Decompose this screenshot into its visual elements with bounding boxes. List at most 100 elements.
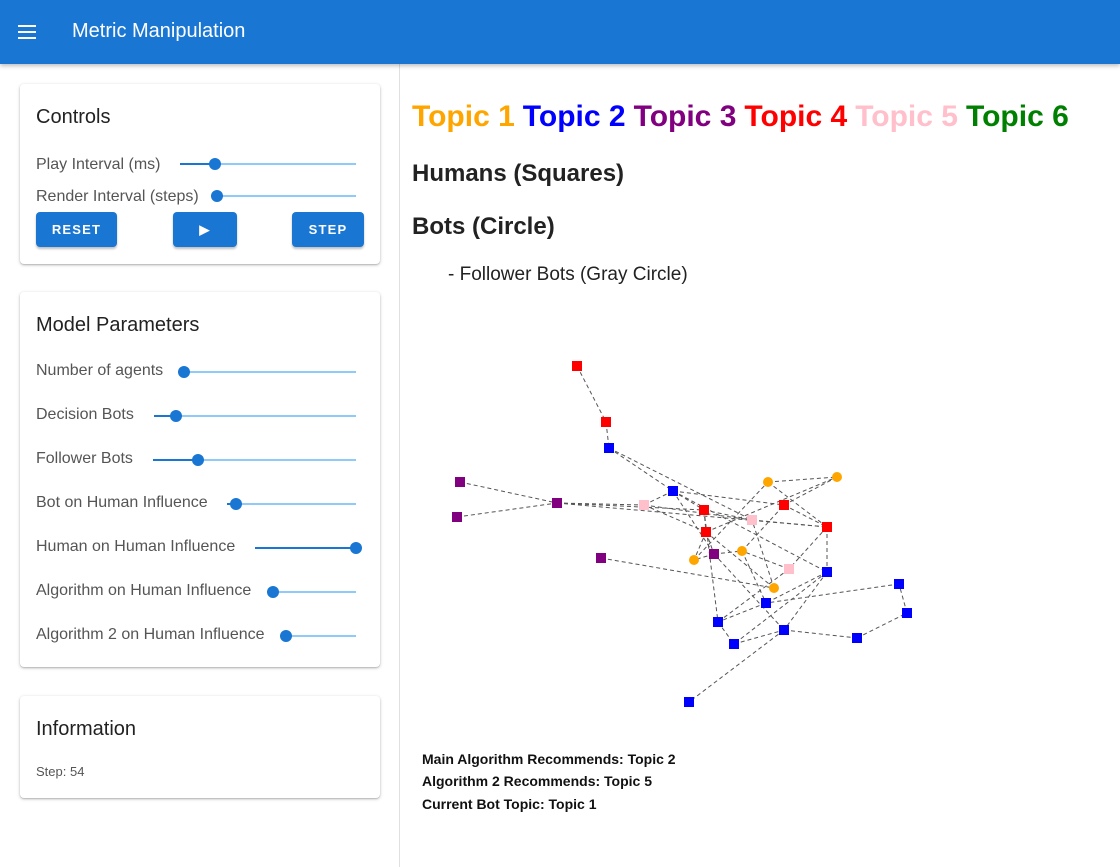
bot-on-human-influence-slider[interactable] [227, 497, 356, 511]
network-edge [672, 490, 715, 555]
slider-thumb[interactable] [350, 542, 362, 554]
network-edge [788, 526, 828, 570]
human-node [639, 500, 649, 510]
network-edge [703, 509, 753, 521]
slider-thumb[interactable] [209, 158, 222, 170]
human-node [902, 608, 912, 618]
network-edge [898, 583, 908, 614]
network-edge [693, 531, 707, 561]
sidebar: Controls Play Interval (ms) Render Inter… [0, 64, 400, 867]
humans-legend: Humans (Squares) [412, 160, 625, 187]
human-node [894, 579, 904, 589]
topic-label: Topic 5 [855, 100, 958, 133]
network-edge [783, 476, 838, 506]
number-of-agents-label: Number of agents [36, 362, 164, 379]
render-interval-slider[interactable] [211, 189, 356, 203]
network-edge [459, 481, 558, 504]
slider-thumb[interactable] [170, 410, 183, 422]
controls-title: Controls [36, 106, 111, 128]
algorithm-2-on-human-influence-slider[interactable] [280, 629, 356, 643]
network-edge [456, 502, 558, 518]
human-node [784, 564, 794, 574]
topic-label: Topic 2 [522, 100, 626, 133]
human-node [596, 553, 606, 563]
play-button[interactable]: ▶ [173, 212, 237, 247]
human-node [684, 697, 694, 707]
network-edge [783, 629, 858, 639]
human-node [779, 625, 789, 635]
network-edge [608, 447, 674, 492]
decision-bots-label: Decision Bots [36, 406, 134, 423]
human-node [701, 527, 711, 537]
network-edge [703, 509, 719, 623]
bot-node [769, 583, 779, 593]
slider-thumb[interactable] [211, 190, 223, 202]
model-parameters-title: Model Parameters [36, 314, 200, 336]
human-node [452, 512, 462, 522]
network-edge [643, 504, 707, 533]
network-edge [705, 476, 838, 533]
step-button[interactable]: STEP [292, 212, 364, 247]
app-bar: Metric Manipulation [0, 0, 1120, 64]
play-interval-slider[interactable] [180, 157, 356, 171]
network-edge [765, 571, 828, 604]
bot-on-human-influence-label: Bot on Human Influence [36, 494, 208, 511]
main-algorithm-recommendation: Main Algorithm Recommends: Topic 2 [422, 751, 676, 767]
human-node [699, 505, 709, 515]
algorithm-on-human-influence-slider[interactable] [267, 585, 356, 599]
topic-label: Topic 6 [965, 100, 1069, 133]
human-node [852, 633, 862, 643]
slider-thumb[interactable] [191, 454, 204, 466]
network-edge [765, 583, 900, 604]
algorithm-2-on-human-influence-label: Algorithm 2 on Human Influence [36, 626, 265, 643]
human-node [822, 522, 832, 532]
slider-thumb[interactable] [267, 586, 279, 598]
number-of-agents-slider[interactable] [178, 365, 356, 379]
bot-node [689, 555, 699, 565]
decision-bots-slider[interactable] [154, 409, 356, 423]
network-edge [576, 365, 607, 423]
human-on-human-influence-slider[interactable] [255, 541, 362, 555]
network-edge [741, 550, 767, 604]
network-edge [717, 602, 767, 623]
bot-node [737, 546, 747, 556]
human-node [709, 549, 719, 559]
network-edge [783, 504, 828, 528]
network-edge [751, 519, 828, 528]
network-edge [672, 490, 828, 573]
network-edge [643, 490, 674, 506]
human-node [779, 500, 789, 510]
human-node [455, 477, 465, 487]
network-edge [693, 481, 769, 561]
follower-bots-legend: - Follower Bots (Gray Circle) [448, 264, 688, 285]
current-bot-topic: Current Bot Topic: Topic 1 [422, 796, 597, 812]
network-edge [733, 571, 828, 645]
agent-network-graph [452, 361, 912, 707]
topic-label: Topic 4 [744, 100, 848, 133]
reset-button[interactable]: RESET [36, 212, 117, 247]
menu-icon[interactable] [14, 18, 42, 46]
controls-card: Controls Play Interval (ms) Render Inter… [20, 84, 380, 264]
network-edge [608, 447, 753, 521]
human-node [572, 361, 582, 371]
human-node [604, 443, 614, 453]
human-node [552, 498, 562, 508]
human-node [747, 515, 757, 525]
bot-node [832, 472, 842, 482]
topic-label: Topic 3 [633, 100, 737, 133]
information-title: Information [36, 718, 137, 740]
network-edge [767, 476, 838, 483]
slider-thumb[interactable] [230, 498, 243, 510]
step-counter: Step: 54 [36, 764, 85, 779]
network-edge [556, 502, 705, 511]
human-node [601, 417, 611, 427]
follower-bots-slider[interactable] [153, 453, 356, 467]
slider-thumb[interactable] [178, 366, 190, 378]
topic-legend: Topic 1 Topic 2 Topic 3 Topic 4 Topic 5 Topic… [412, 100, 1077, 134]
slider-thumb[interactable] [280, 630, 292, 642]
model-parameters-card: Model Parameters Number of agents Decisi… [20, 292, 380, 667]
human-node [713, 617, 723, 627]
human-node [761, 598, 771, 608]
network-edge [767, 481, 828, 528]
human-node [729, 639, 739, 649]
